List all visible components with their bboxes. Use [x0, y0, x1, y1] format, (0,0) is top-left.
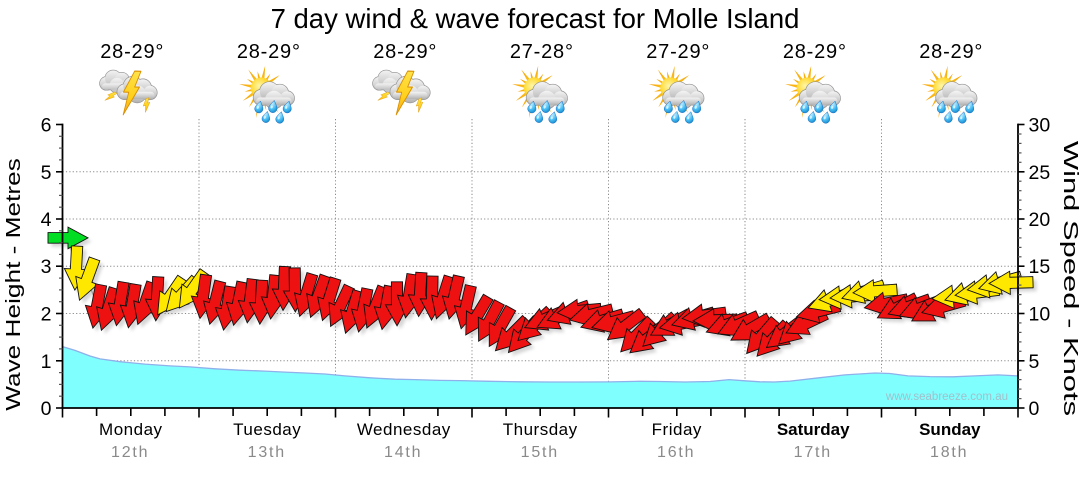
svg-text:28-29°: 28-29°: [100, 41, 164, 63]
svg-text:25: 25: [1029, 162, 1051, 184]
svg-text:12th: 12th: [111, 444, 149, 461]
svg-text:www.seabreeze.com.au: www.seabreeze.com.au: [885, 391, 1008, 403]
svg-text:5: 5: [1029, 351, 1040, 373]
svg-text:2: 2: [41, 304, 52, 326]
svg-text:5: 5: [41, 162, 52, 184]
svg-text:Friday: Friday: [652, 420, 702, 439]
svg-text:0: 0: [1029, 398, 1040, 420]
svg-text:Saturday: Saturday: [777, 420, 850, 439]
svg-text:27-28°: 27-28°: [510, 41, 574, 63]
svg-text:15: 15: [1029, 256, 1051, 278]
svg-text:27-29°: 27-29°: [646, 41, 710, 63]
svg-text:15th: 15th: [521, 444, 559, 461]
svg-text:Wave Height - Metres: Wave Height - Metres: [2, 158, 25, 411]
svg-text:6: 6: [41, 115, 52, 137]
svg-text:16th: 16th: [657, 444, 695, 461]
svg-text:4: 4: [41, 209, 52, 231]
svg-text:Wind Speed - Knots: Wind Speed - Knots: [1059, 141, 1080, 416]
svg-text:13th: 13th: [248, 444, 286, 461]
svg-text:14th: 14th: [384, 444, 422, 461]
svg-text:28-29°: 28-29°: [919, 41, 983, 63]
svg-text:3: 3: [41, 256, 52, 278]
svg-text:28-29°: 28-29°: [373, 41, 437, 63]
svg-text:Monday: Monday: [99, 420, 162, 439]
svg-text:17th: 17th: [794, 444, 832, 461]
svg-text:0: 0: [41, 398, 52, 420]
svg-text:1: 1: [41, 351, 52, 373]
svg-text:7 day wind & wave forecast for: 7 day wind & wave forecast for Molle Isl…: [271, 3, 800, 34]
svg-text:20: 20: [1029, 209, 1051, 231]
svg-text:Wednesday: Wednesday: [357, 420, 451, 439]
svg-text:30: 30: [1029, 115, 1051, 137]
svg-text:Thursday: Thursday: [503, 420, 578, 439]
svg-text:28-29°: 28-29°: [237, 41, 301, 63]
svg-text:28-29°: 28-29°: [783, 41, 847, 63]
svg-text:10: 10: [1029, 304, 1051, 326]
svg-text:Tuesday: Tuesday: [233, 420, 301, 439]
svg-text:Sunday: Sunday: [919, 420, 981, 439]
svg-text:18th: 18th: [930, 444, 968, 461]
